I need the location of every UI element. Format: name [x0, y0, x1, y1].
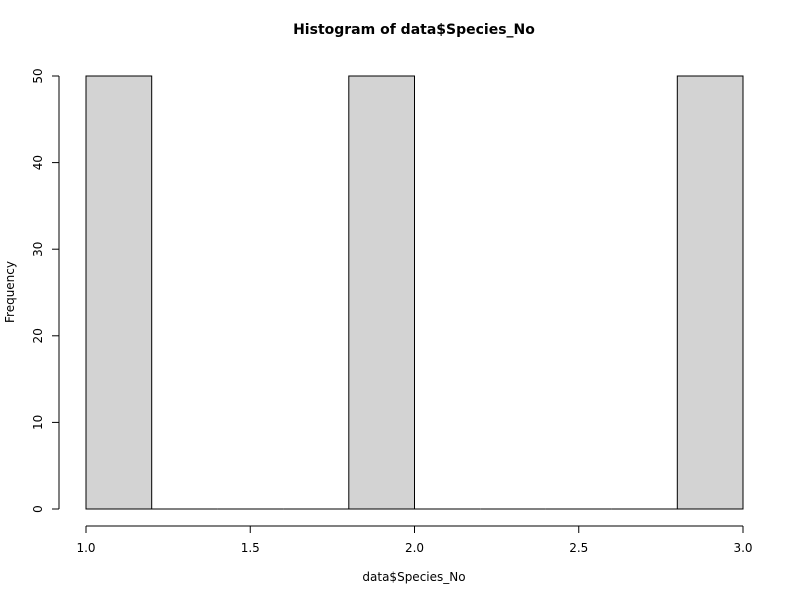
y-tick-label: 50	[31, 68, 45, 83]
histogram-bar	[348, 75, 415, 510]
x-tick-label: 3.0	[733, 541, 752, 555]
histogram-bars	[85, 75, 744, 510]
y-tick-label: 20	[31, 328, 45, 343]
y-tick-label: 10	[31, 415, 45, 430]
y-tick-label: 0	[31, 505, 45, 513]
x-tick-label: 2.5	[569, 541, 588, 555]
y-tick-label: 30	[31, 242, 45, 257]
x-axis-label: data$Species_No	[362, 570, 465, 584]
histogram-bar	[676, 75, 744, 510]
y-tick-label: 40	[31, 155, 45, 170]
x-tick-label: 2.0	[405, 541, 424, 555]
x-tick-label: 1.5	[241, 541, 260, 555]
y-axis-label: Frequency	[3, 261, 17, 323]
x-axis: 1.0 1.5 2.0 2.5 3.0	[76, 525, 753, 555]
chart-title: Histogram of data$Species_No	[293, 22, 535, 38]
y-axis: 0 10 20 30 40 50	[31, 68, 60, 513]
x-tick-label: 1.0	[76, 541, 95, 555]
histogram-bar	[85, 75, 153, 510]
